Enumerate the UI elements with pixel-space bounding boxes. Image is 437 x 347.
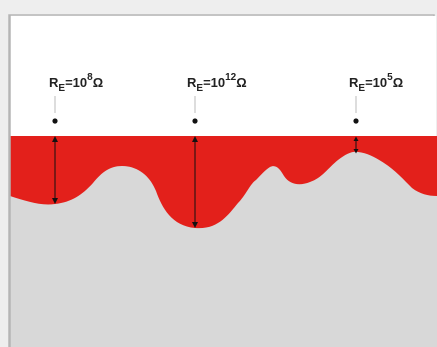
probe-2-contact-dot <box>192 118 198 124</box>
probe-1-label-sub: E <box>58 83 65 94</box>
probe-1-label-mid: =10 <box>65 75 87 90</box>
air-region <box>10 16 436 136</box>
probe-2-label-exp: 12 <box>225 72 237 83</box>
probe-1-arrowhead-bottom <box>52 198 58 204</box>
probe-1-arrowhead-top <box>52 136 58 142</box>
probe-1-contact-dot <box>52 118 58 124</box>
probe-1-label-unit: Ω <box>93 75 103 90</box>
probe-3-label-unit: Ω <box>393 75 403 90</box>
probe-2-arrowhead-top <box>192 136 198 142</box>
probe-3-contact-dot <box>353 118 359 124</box>
probe-3-label-mid: =10 <box>365 75 387 90</box>
probe-2-label: RE=1012Ω <box>187 72 247 94</box>
probe-3-label: RE=105Ω <box>349 72 403 94</box>
probe-1: RE=108Ω <box>49 72 103 204</box>
substrate-rough-surface <box>10 151 437 347</box>
probe-2-label-unit: Ω <box>236 75 246 90</box>
probe-3-label-exp: 5 <box>387 72 393 83</box>
probe-2-arrowhead-bottom <box>192 222 198 228</box>
probe-3-arrowhead-top <box>353 136 359 141</box>
probe-3: RE=105Ω <box>349 72 403 154</box>
probe-1-label-base: R <box>49 75 59 90</box>
probe-2: RE=1012Ω <box>187 72 247 228</box>
probe-2-label-base: R <box>187 75 197 90</box>
probe-3-label-sub: E <box>358 83 365 94</box>
probe-2-label-sub: E <box>196 83 203 94</box>
probe-1-label-exp: 8 <box>87 72 93 83</box>
probe-3-label-base: R <box>349 75 359 90</box>
probe-3-arrowhead-bottom <box>353 149 359 154</box>
probe-2-label-mid: =10 <box>203 75 225 90</box>
probe-1-label: RE=108Ω <box>49 72 103 94</box>
